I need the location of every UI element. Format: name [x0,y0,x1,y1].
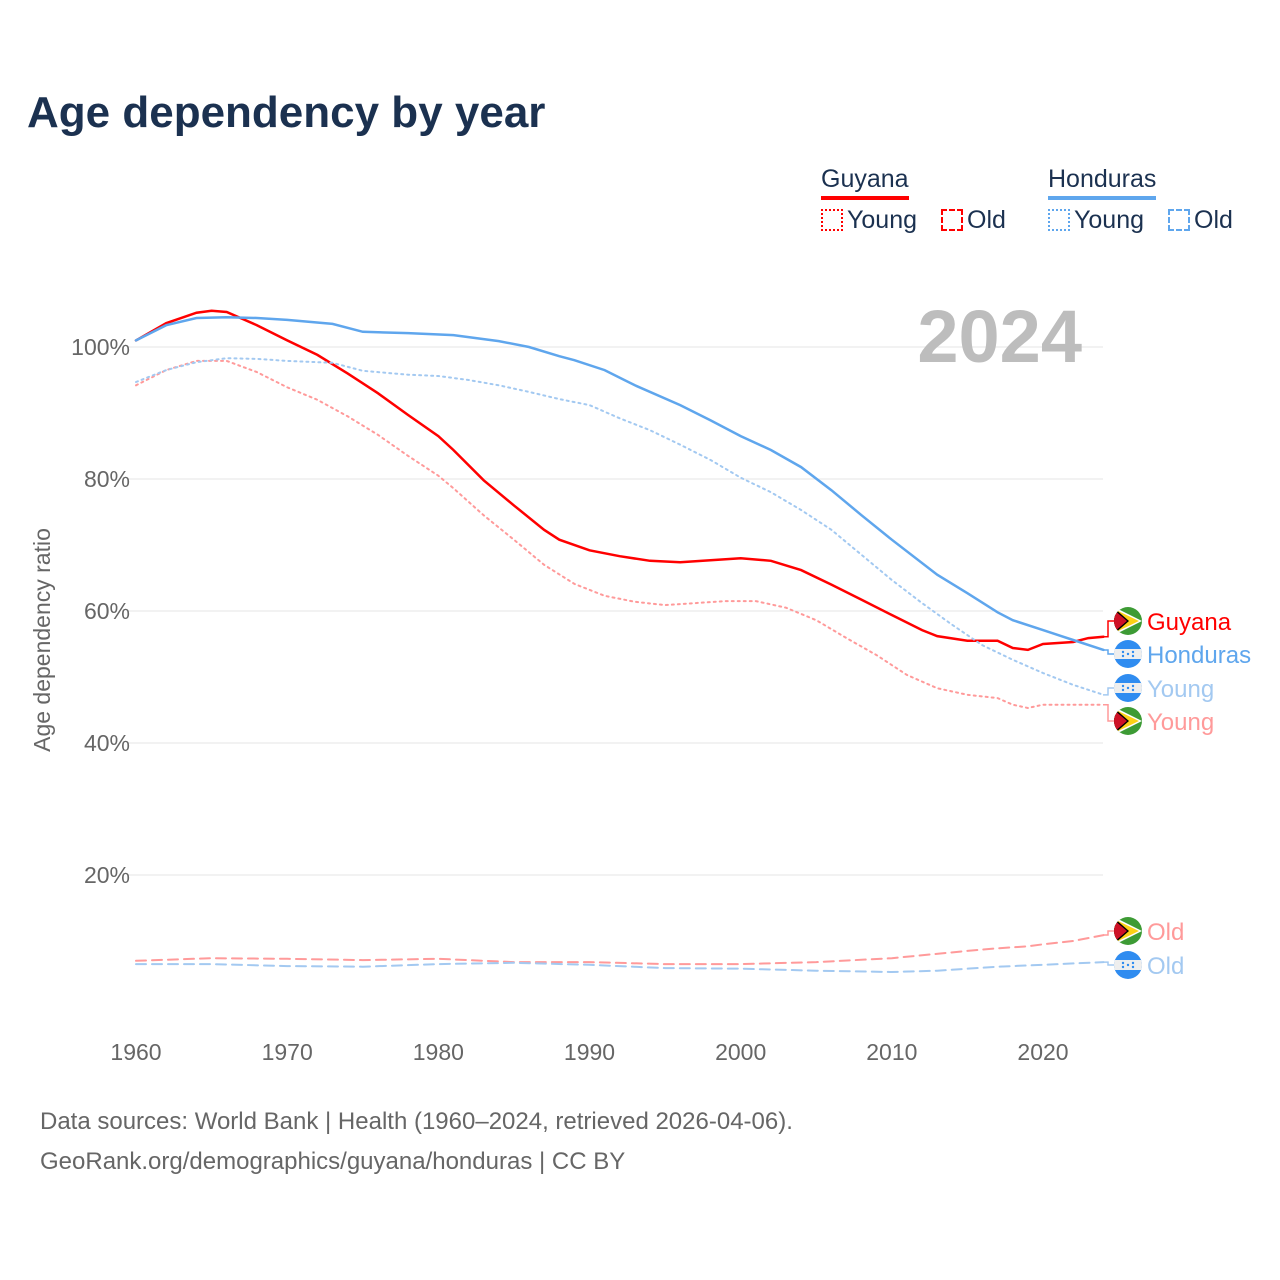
dotted-swatch-icon [821,209,843,231]
flag-star [1131,965,1135,969]
flag-star [1126,963,1130,967]
x-tick-label: 2010 [866,1039,917,1065]
y-axis-label: Age dependency ratio [29,528,55,752]
flag-red [1114,610,1127,632]
x-tick-label: 1960 [110,1039,161,1065]
x-tick-label: 1980 [413,1039,464,1065]
leader-line [1103,703,1114,722]
series-line-guyana-old [135,934,1105,966]
legend-label: Young [1074,206,1144,234]
leader-line [1103,620,1114,638]
flag-body [1114,674,1142,702]
y-tick-label: 20% [84,862,130,888]
y-tick-label: 60% [84,598,130,624]
y-tick-label: 40% [84,730,130,756]
series-line-honduras [134,316,1105,652]
x-tick-label: 2020 [1017,1039,1068,1065]
legend-honduras-old: Old [1168,206,1233,235]
leader-line [1103,961,1114,966]
flag-red [1114,920,1127,942]
year-badge: 2024 [917,295,1082,378]
flag-star [1121,965,1125,969]
flag-body [1114,640,1142,668]
flag-star [1131,688,1135,692]
series-line-honduras-old [135,961,1105,974]
y-tick-label: 80% [84,466,130,492]
series-line-guyana [134,309,1105,652]
flag-star [1126,686,1130,690]
flag-body [1114,951,1142,979]
leader-line [1103,930,1114,936]
guyana-flag-icon [1114,607,1142,635]
flag-star [1121,688,1125,692]
flag-star [1121,961,1125,965]
page-title: Age dependency by year [27,88,546,137]
guyana-flag-icon [1114,917,1142,945]
flag-red [1114,710,1127,732]
flag-body [1114,707,1142,735]
end-label: Young [1147,676,1214,703]
end-label: Honduras [1147,642,1251,669]
x-tick-label: 1990 [564,1039,615,1065]
flag-star [1131,654,1135,658]
series-line-honduras-young [135,357,1105,696]
guyana-flag-icon [1114,707,1142,735]
end-label: Young [1147,709,1214,736]
leader-line [1103,687,1114,696]
end-label: Old [1147,919,1184,946]
dashed-swatch-icon [1168,209,1190,231]
legend-label: Young [847,206,917,234]
legend-group-guyana: Guyana [821,165,909,200]
end-label: Old [1147,953,1184,980]
end-label: Guyana [1147,609,1232,636]
x-tick-label: 1970 [262,1039,313,1065]
honduras-flag-icon [1114,674,1142,702]
flag-body [1114,917,1142,945]
flag-star [1131,961,1135,965]
y-tick-label: 100% [71,334,130,360]
legend-guyana-young: Young [821,206,917,235]
source-line: Data sources: World Bank | Health (1960–… [40,1108,793,1135]
series-line-guyana-young [135,359,1105,710]
legend-label: Old [967,206,1006,234]
x-tick-label: 2000 [715,1039,766,1065]
honduras-flag-icon [1114,951,1142,979]
flag-star [1121,684,1125,688]
legend-label: Old [1194,206,1233,234]
flag-star [1121,654,1125,658]
dotted-swatch-icon [1048,209,1070,231]
source-url: GeoRank.org/demographics/guyana/honduras… [40,1148,626,1175]
legend-honduras-young: Young [1048,206,1144,235]
legend-group-honduras: Honduras [1048,165,1157,200]
honduras-flag-icon [1114,640,1142,668]
dashed-swatch-icon [941,209,963,231]
leader-line [1103,649,1114,655]
flag-star [1126,652,1130,656]
legend-guyana-old: Old [941,206,1006,235]
flag-star [1121,650,1125,654]
flag-star [1131,684,1135,688]
flag-body [1114,607,1142,635]
flag-star [1131,650,1135,654]
